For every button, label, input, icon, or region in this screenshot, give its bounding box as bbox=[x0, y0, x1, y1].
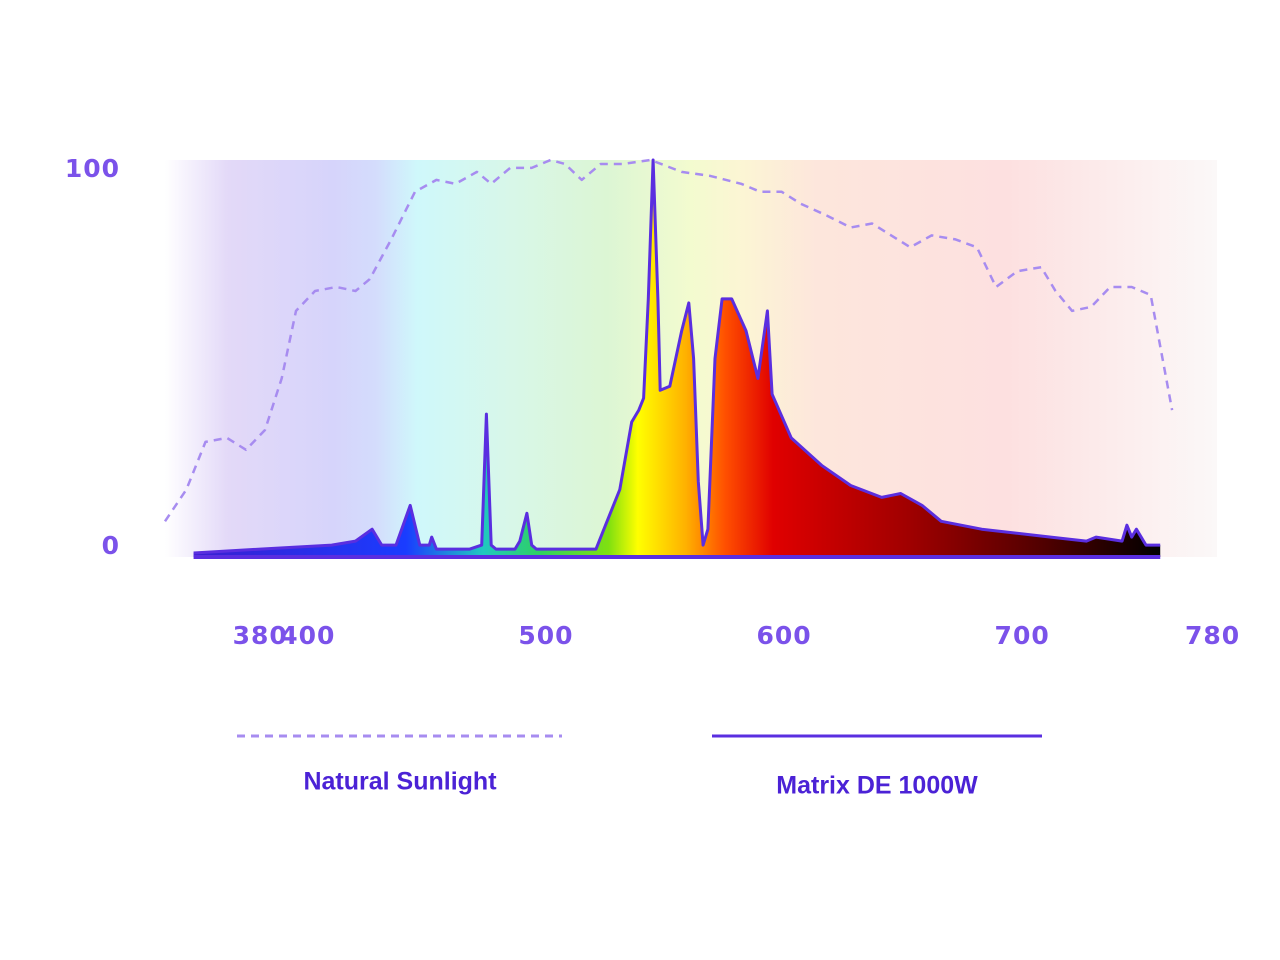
series-line bbox=[193, 158, 1161, 555]
legend-label: Natural Sunlight bbox=[303, 768, 497, 796]
plot bbox=[163, 158, 1174, 559]
y-tick-label: 0 bbox=[102, 531, 120, 560]
x-tick-label: 600 bbox=[756, 621, 811, 650]
x-tick-label: 400 bbox=[280, 621, 335, 650]
y-tick-label: 100 bbox=[65, 154, 120, 183]
x-tick-label: 500 bbox=[518, 621, 573, 650]
legend-label: Matrix DE 1000W bbox=[776, 772, 978, 800]
x-tick-label: 780 bbox=[1185, 621, 1240, 650]
x-tick-label: 700 bbox=[995, 621, 1050, 650]
x-tick-label: 380 bbox=[233, 621, 288, 650]
series-line bbox=[163, 158, 1174, 522]
